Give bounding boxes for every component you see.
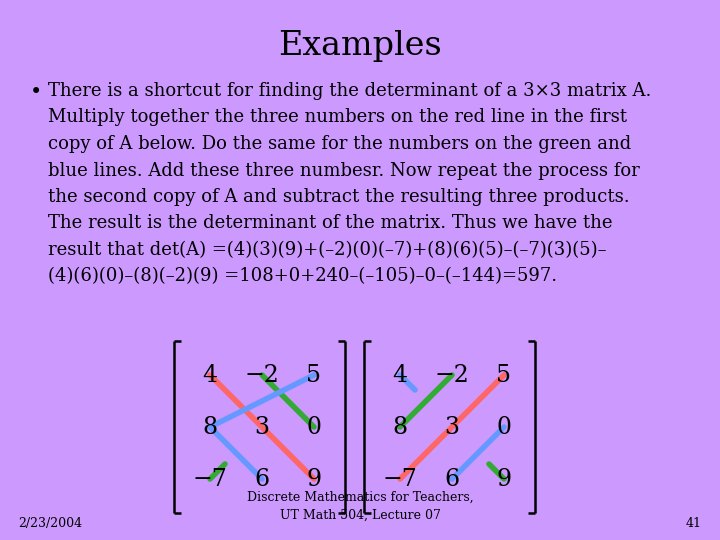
Text: the second copy of A and subtract the resulting three products.: the second copy of A and subtract the re… [48,188,629,206]
Text: There is a shortcut for finding the determinant of a 3×3 matrix A.: There is a shortcut for finding the dete… [48,82,652,100]
Text: 0: 0 [307,415,322,438]
Text: 3: 3 [444,415,459,438]
Text: •: • [30,82,42,102]
Text: Discrete Mathematics for Teachers,
UT Math 504, Lecture 07: Discrete Mathematics for Teachers, UT Ma… [247,491,473,522]
Text: Multiply together the three numbers on the red line in the first: Multiply together the three numbers on t… [48,109,627,126]
Text: 9: 9 [496,468,512,490]
Text: 6: 6 [254,468,269,490]
Text: 0: 0 [497,415,511,438]
Text: result that det(A) =(4)(3)(9)+(–2)(0)(–7)+(8)(6)(5)–(–7)(3)(5)–: result that det(A) =(4)(3)(9)+(–2)(0)(–7… [48,241,606,259]
Text: −2: −2 [245,363,279,387]
Text: 8: 8 [392,415,408,438]
Text: −7: −7 [382,468,418,490]
Text: −2: −2 [435,363,469,387]
Text: 4: 4 [392,363,408,387]
Text: 5: 5 [307,363,322,387]
Text: The result is the determinant of the matrix. Thus we have the: The result is the determinant of the mat… [48,214,613,233]
Text: Examples: Examples [278,30,442,62]
Text: blue lines. Add these three numbesr. Now repeat the process for: blue lines. Add these three numbesr. Now… [48,161,640,179]
Text: 9: 9 [307,468,322,490]
Text: 2/23/2004: 2/23/2004 [18,517,82,530]
Text: 6: 6 [444,468,459,490]
Text: 41: 41 [686,517,702,530]
Text: 4: 4 [202,363,217,387]
Text: (4)(6)(0)–(8)(–2)(9) =108+0+240–(–105)–0–(–144)=597.: (4)(6)(0)–(8)(–2)(9) =108+0+240–(–105)–0… [48,267,557,286]
Text: copy of A below. Do the same for the numbers on the green and: copy of A below. Do the same for the num… [48,135,631,153]
Text: 3: 3 [254,415,269,438]
Text: 5: 5 [497,363,511,387]
Text: 8: 8 [202,415,217,438]
Text: −7: −7 [193,468,228,490]
